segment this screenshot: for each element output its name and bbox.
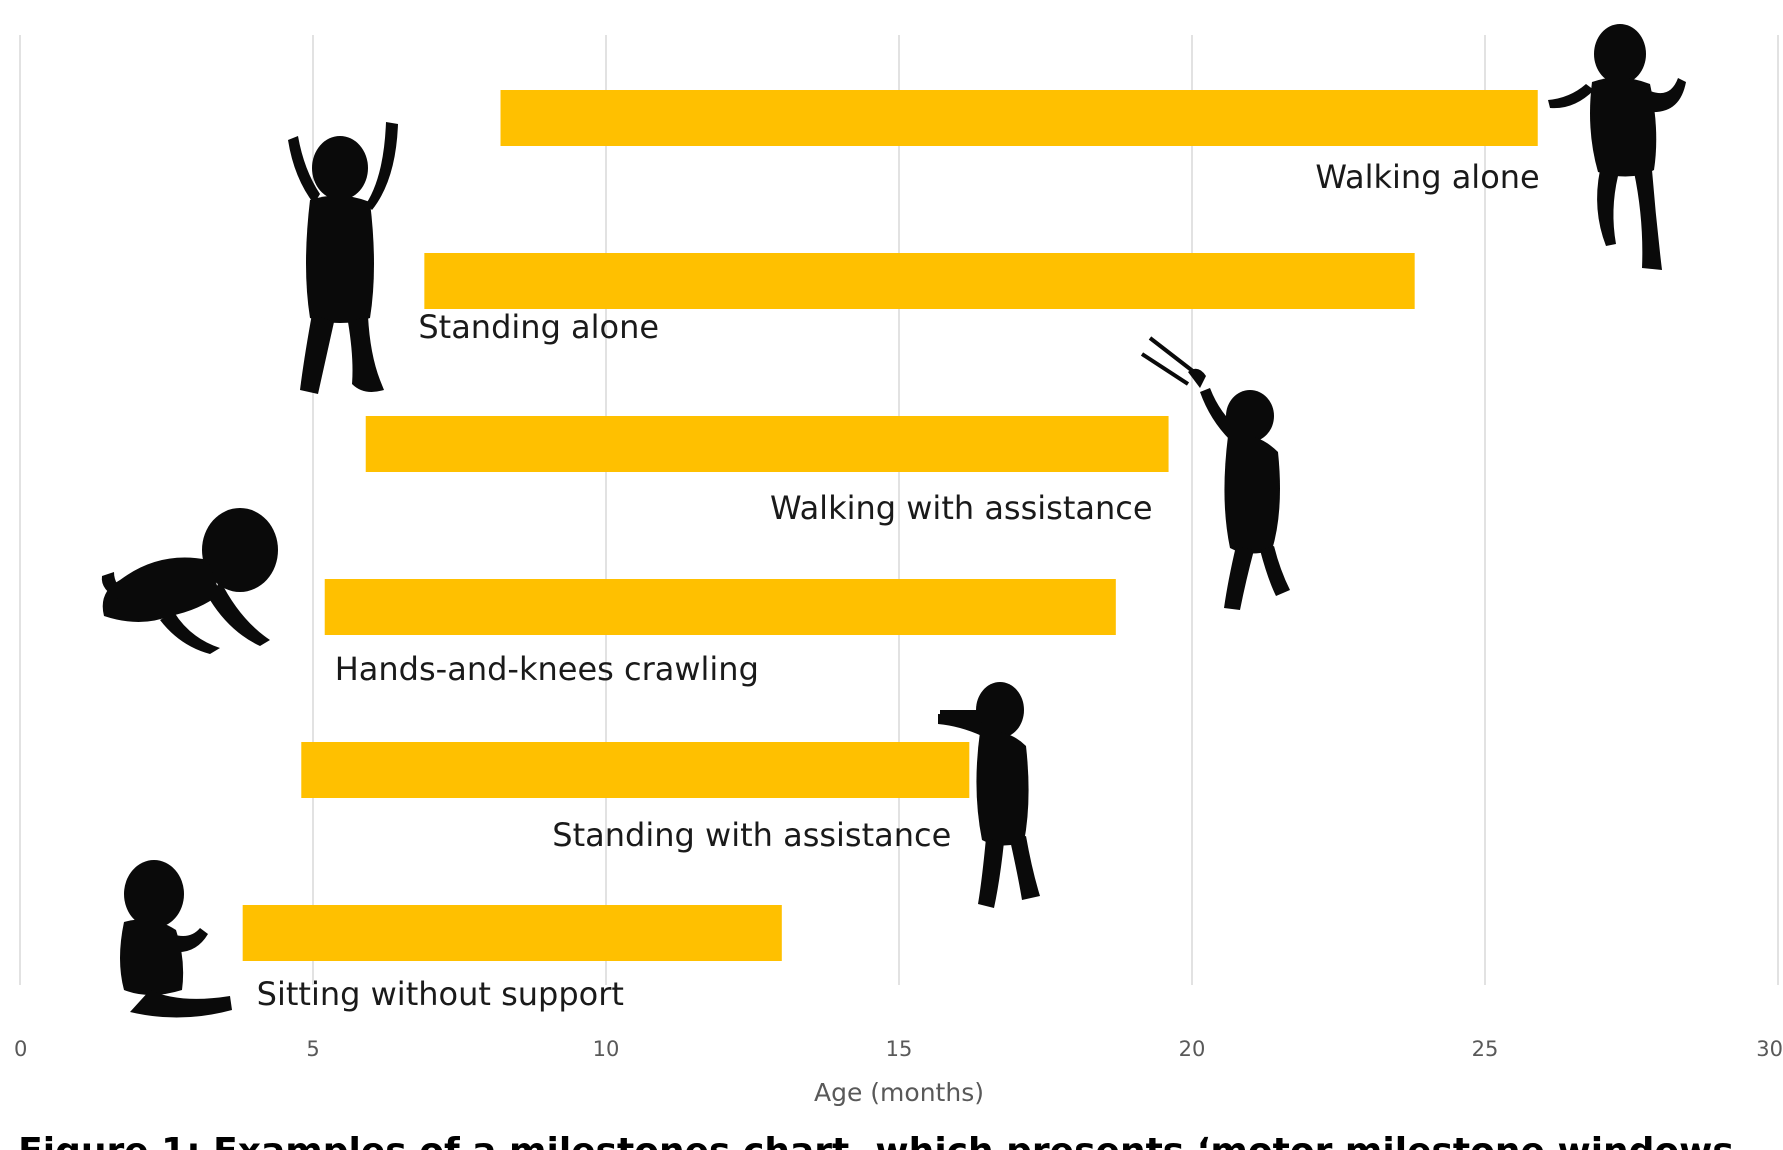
holding-baby-icon bbox=[938, 682, 1040, 908]
crawling-baby-icon bbox=[101, 508, 278, 654]
milestone-bar bbox=[242, 905, 782, 961]
milestone-label: Standing alone bbox=[418, 308, 659, 346]
milestone-label: Walking with assistance bbox=[770, 489, 1153, 527]
x-tick-label: 20 bbox=[1179, 1037, 1206, 1061]
x-tick-label: 5 bbox=[306, 1037, 319, 1061]
milestone-bar bbox=[324, 579, 1116, 635]
x-tick-label: 10 bbox=[593, 1037, 620, 1061]
x-tick-label: 0 bbox=[14, 1037, 27, 1061]
milestone-label: Standing with assistance bbox=[552, 816, 951, 854]
x-tick-label: 30 bbox=[1756, 1037, 1783, 1061]
milestone-bar bbox=[500, 90, 1538, 146]
x-tick-label: 25 bbox=[1472, 1037, 1499, 1061]
milestone-label: Sitting without support bbox=[257, 975, 624, 1013]
x-axis-ticks: 0 5 10 15 20 25 30 bbox=[14, 1037, 1783, 1061]
x-tick-label: 15 bbox=[886, 1037, 913, 1061]
sitting-baby-icon bbox=[120, 860, 232, 1018]
milestone-label: Hands-and-knees crawling bbox=[335, 650, 759, 688]
walking-baby-icon bbox=[1548, 24, 1686, 270]
walker-baby-icon bbox=[1140, 336, 1290, 610]
milestone-bar bbox=[301, 742, 970, 798]
milestone-label: Walking alone bbox=[1315, 158, 1539, 196]
standing-baby-icon bbox=[288, 122, 398, 394]
milestone-bar bbox=[424, 253, 1415, 309]
bars: Walking alone Standing alone Walking with … bbox=[242, 90, 1540, 1013]
x-axis-title: Age (months) bbox=[814, 1078, 984, 1107]
milestone-bar bbox=[365, 416, 1169, 472]
figure-caption: Figure 1: Examples of a milestones chart… bbox=[18, 1131, 1734, 1150]
